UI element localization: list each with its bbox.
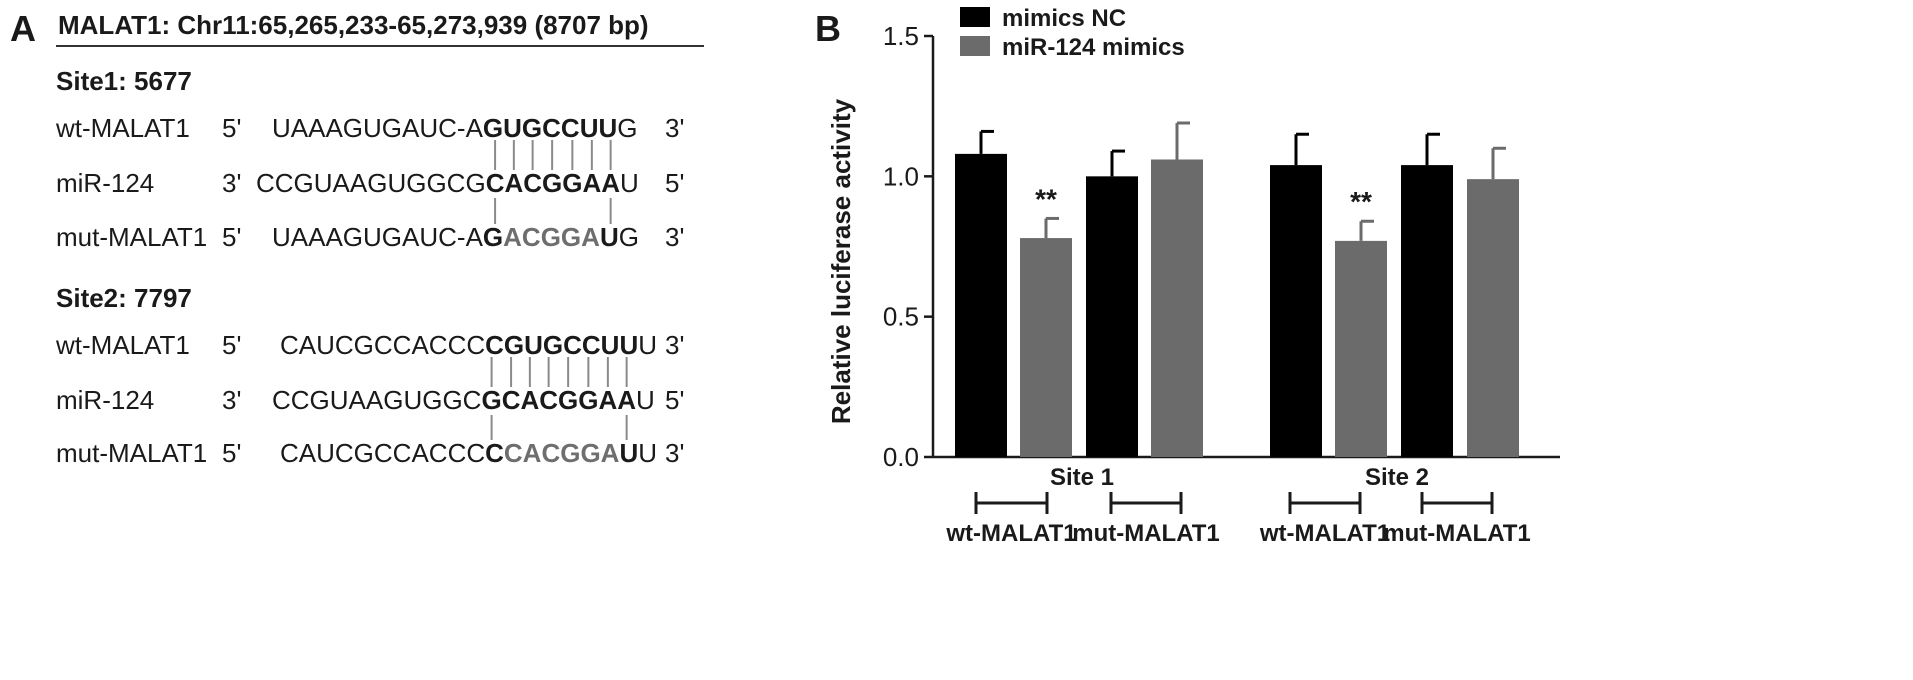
sequence-name: mut-MALAT1 — [56, 222, 208, 252]
sequence-segment: CACGGA — [503, 438, 620, 468]
site-title: Site1: 5677 — [56, 66, 192, 96]
y-axis-label: Relative luciferase activity — [826, 98, 856, 424]
sequence-segment: UAAAGUGAUC-A — [272, 113, 483, 143]
rna-sequence: UAAAGUGAUC-AGUGCCUUG — [272, 113, 638, 144]
five-three-end-label: 5' — [222, 438, 242, 468]
bar-site-1-wt-malat1-nc — [955, 153, 1007, 457]
bar-site-1-wt-malat1-mir124 — [1020, 238, 1072, 457]
panel-a-letter: A — [10, 8, 36, 49]
legend-swatch — [960, 36, 990, 56]
bar-site-2-wt-malat1-nc — [1270, 165, 1322, 457]
sequence-segment: U — [638, 438, 658, 468]
sequence-segment: GCACGGAA — [481, 385, 637, 415]
bar-site-2-mut-malat1-nc — [1401, 165, 1453, 457]
sequence-segment: U — [638, 330, 658, 360]
panel-a-header: MALAT1: Chr11:65,265,233-65,273,939 (870… — [58, 10, 649, 40]
five-three-end-label: 5' — [665, 385, 685, 415]
sequence-name: miR-124 — [56, 168, 155, 198]
bar-site-1-mut-malat1-mir124 — [1151, 159, 1203, 457]
bar-site-2-wt-malat1-mir124 — [1335, 240, 1387, 457]
header-rule — [56, 45, 704, 47]
site-title: Site2: 7797 — [56, 283, 192, 313]
panel-b-letter: B — [815, 8, 841, 49]
sequence-segment: G — [618, 222, 639, 252]
y-tick-label: 0.0 — [883, 442, 919, 472]
construct-label: wt-MALAT1 — [945, 520, 1076, 547]
sequence-segment: U — [619, 438, 639, 468]
five-three-end-label: 3' — [665, 113, 685, 143]
legend-label: miR-124 mimics — [1002, 34, 1185, 61]
sequence-segment: CAUCGCCACCC — [280, 330, 486, 360]
bar-site-1-mut-malat1-nc — [1086, 176, 1138, 458]
rna-sequence: CAUCGCCACCCCGUGCCUUU — [280, 330, 657, 361]
group-label: Site 2 — [1365, 464, 1429, 491]
sequence-name: wt-MALAT1 — [56, 113, 190, 143]
sequence-segment: C — [485, 438, 504, 468]
five-three-end-label: 5' — [665, 168, 685, 198]
five-three-end-label: 5' — [222, 113, 242, 143]
construct-label: mut-MALAT1 — [1383, 520, 1531, 547]
sequence-segment: CGUGCCUU — [485, 330, 639, 360]
significance-marker: ** — [1035, 183, 1057, 214]
group-label: Site 1 — [1050, 464, 1114, 491]
sequence-segment: U — [620, 168, 639, 198]
five-three-end-label: 5' — [222, 222, 242, 252]
sequence-segment: CACGGAA — [485, 168, 621, 198]
y-tick-label: 1.0 — [883, 161, 919, 191]
five-three-end-label: 3' — [222, 168, 242, 198]
five-three-end-label: 3' — [222, 385, 242, 415]
sequence-segment: U — [599, 222, 619, 252]
construct-label: wt-MALAT1 — [1259, 520, 1390, 547]
five-three-end-label: 3' — [665, 438, 685, 468]
y-tick-label: 0.5 — [883, 302, 919, 332]
sequence-name: wt-MALAT1 — [56, 330, 190, 360]
rna-sequence: CCGUAAGUGGCGCACGGAAU — [272, 385, 655, 416]
construct-label: mut-MALAT1 — [1072, 520, 1220, 547]
sequence-name: miR-124 — [56, 385, 155, 415]
five-three-end-label: 3' — [665, 222, 685, 252]
sequence-segment: G — [617, 113, 638, 143]
legend-swatch — [960, 7, 990, 27]
rna-sequence: CCGUAAGUGGCGCACGGAAU — [256, 168, 639, 199]
sequence-segment: GUGCCUU — [482, 113, 618, 143]
five-three-end-label: 3' — [665, 330, 685, 360]
y-tick-label: 1.5 — [883, 21, 919, 51]
bar-site-2-mut-malat1-mir124 — [1467, 179, 1519, 457]
sequence-segment: U — [636, 385, 655, 415]
rna-sequence: UAAAGUGAUC-AGACGGAUG — [272, 222, 639, 253]
legend-label: mimics NC — [1002, 5, 1126, 32]
significance-marker: ** — [1350, 186, 1372, 217]
five-three-end-label: 5' — [222, 330, 242, 360]
sequence-segment: ACGGA — [503, 222, 600, 252]
sequence-name: mut-MALAT1 — [56, 438, 208, 468]
sequence-segment: G — [482, 222, 504, 252]
sequence-segment: CAUCGCCACCC — [280, 438, 486, 468]
sequence-segment: CCGUAAGUGGCG — [256, 168, 486, 198]
sequence-segment: CCGUAAGUGGC — [272, 385, 482, 415]
rna-sequence: CAUCGCCACCCCCACGGAUU — [280, 438, 657, 469]
sequence-segment: UAAAGUGAUC-A — [272, 222, 483, 252]
